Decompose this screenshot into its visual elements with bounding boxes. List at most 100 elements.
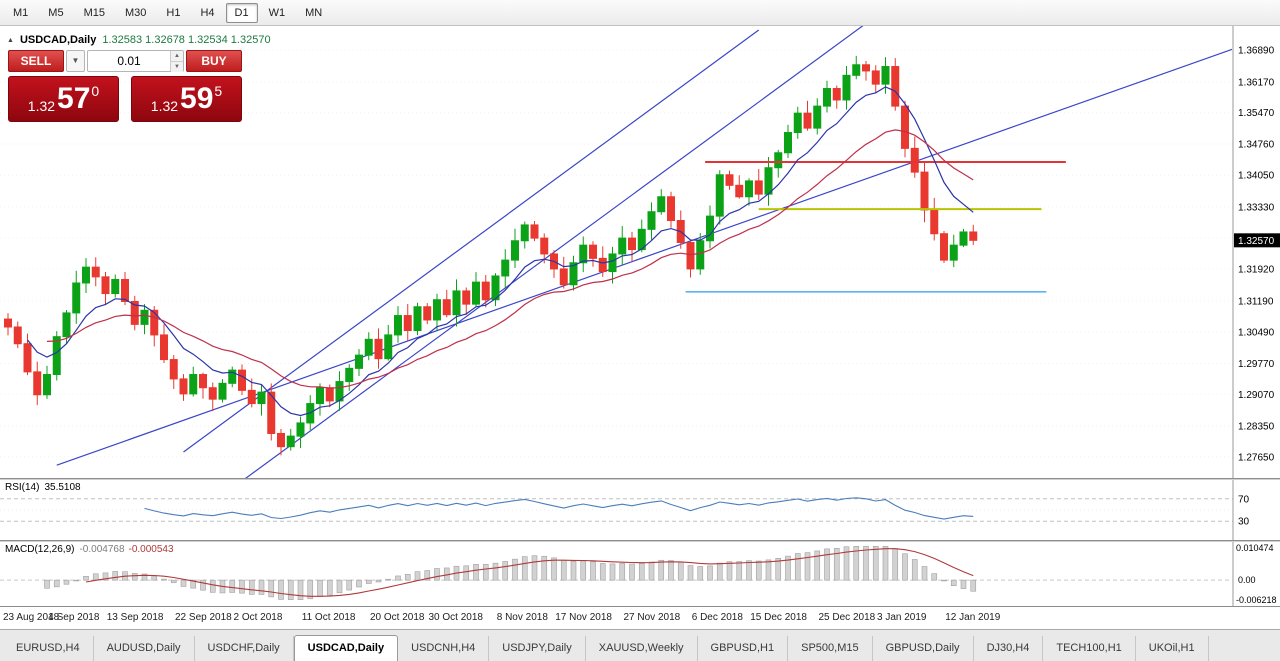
macd-histogram-bar xyxy=(775,558,782,581)
macd-scale-zero: 0.00 xyxy=(1238,575,1256,585)
rsi-level-label: 70 xyxy=(1238,494,1250,505)
rsi-value: 35.5108 xyxy=(44,482,81,493)
tab-USDCAD-Daily[interactable]: USDCAD,Daily xyxy=(293,635,399,661)
buy-price-display[interactable]: 1.32 59 5 xyxy=(131,76,242,122)
tab-EURUSD-H4[interactable]: EURUSD,H4 xyxy=(3,636,94,661)
candle xyxy=(793,106,802,139)
timeframe-button-M15[interactable]: M15 xyxy=(83,6,105,19)
candle xyxy=(169,355,178,389)
volume-increase-button[interactable]: ▲ xyxy=(171,51,183,62)
macd-histogram-bar xyxy=(336,579,343,594)
tab-USDCNH-H4[interactable]: USDCNH,H4 xyxy=(398,636,490,661)
candle xyxy=(852,55,861,80)
date-label: 15 Dec 2018 xyxy=(750,612,807,623)
rsi-panel: 70 30 RSI(14) 35.5108 xyxy=(0,480,1280,540)
candle xyxy=(384,324,393,361)
macd-histogram-bar xyxy=(697,566,704,581)
macd-histogram-bar xyxy=(551,557,557,581)
candle xyxy=(442,289,451,318)
candle xyxy=(4,313,12,336)
candle xyxy=(189,366,198,397)
tab-GBPUSD-H1[interactable]: GBPUSD,H1 xyxy=(698,636,789,661)
one-click-trading-panel: SELL ▼ 0.01 ▲ ▼ BUY 1.32 57 0 1.32 59 5 xyxy=(8,50,242,124)
time-axis[interactable]: 23 Aug 2018 4 Sep 2018 13 Sep 2018 22 Sep 2… xyxy=(0,606,1280,629)
timeframe-button-W1[interactable]: W1 xyxy=(268,6,286,19)
timeframe-button-M1[interactable]: M1 xyxy=(13,6,29,19)
candle xyxy=(374,328,383,369)
order-type-dropdown[interactable]: ▼ xyxy=(66,50,85,72)
price-scale-label: 1.29770 xyxy=(1238,359,1275,370)
price-scale-label: 1.34760 xyxy=(1238,139,1275,150)
timeframe-button-D1[interactable]: D1 xyxy=(225,2,258,23)
macd-histogram-bar xyxy=(512,558,518,581)
macd-histogram-bar xyxy=(707,565,713,581)
date-label: 23 Aug 2018 xyxy=(3,612,60,623)
candle xyxy=(433,293,441,331)
volume-input[interactable]: 0.01 ▲ ▼ xyxy=(87,50,184,72)
timeframe-button-M30[interactable]: M30 xyxy=(124,6,147,19)
macd-histogram-bar xyxy=(482,564,489,581)
macd-chart[interactable]: 0.010474 0.00 -0.006218 xyxy=(0,542,1280,606)
macd-histogram-bar xyxy=(404,574,411,581)
panel-divider-1[interactable] xyxy=(0,478,1280,480)
macd-histogram-bar xyxy=(824,548,830,581)
macd-histogram-bar xyxy=(229,579,236,593)
date-label: 4 Sep 2018 xyxy=(48,612,100,623)
timeframe-bar: M1 M5 M15 M30 H1 H4 D1 W1 MN xyxy=(0,0,1280,26)
macd-histogram-bar xyxy=(102,572,109,581)
rsi-level-label: 30 xyxy=(1238,517,1250,528)
timeframe-button-M5[interactable]: M5 xyxy=(48,6,64,19)
macd-histogram-bar xyxy=(736,561,743,581)
tab-DJ30-H4[interactable]: DJ30,H4 xyxy=(974,636,1044,661)
tab-AUDUSD-Daily[interactable]: AUDUSD,Daily xyxy=(94,636,195,661)
tab-USDCHF-Daily[interactable]: USDCHF,Daily xyxy=(195,636,294,661)
price-scale-label: 1.31920 xyxy=(1238,264,1275,275)
candle xyxy=(745,178,753,206)
chart-ohlc-values: 1.32583 1.32678 1.32534 1.32570 xyxy=(102,34,271,46)
tab-USDJPY-Daily[interactable]: USDJPY,Daily xyxy=(489,636,586,661)
macd-histogram-bar xyxy=(950,579,957,587)
date-label: 3 Jan 2019 xyxy=(877,612,927,623)
tab-UKOil-H1[interactable]: UKOil,H1 xyxy=(1136,636,1209,661)
volume-decrease-button[interactable]: ▼ xyxy=(171,62,183,72)
macd-histogram-bar xyxy=(560,560,567,581)
candle xyxy=(111,274,120,298)
price-chart[interactable]: 1.36890 1.36170 1.35470 1.34760 1.34050 1.333… xyxy=(0,26,1280,478)
candle xyxy=(91,257,100,287)
candle xyxy=(257,384,266,416)
tab-TECH100-H1[interactable]: TECH100,H1 xyxy=(1043,636,1136,661)
macd-histogram-bar xyxy=(521,556,528,581)
tab-XAUUSD-Weekly[interactable]: XAUUSD,Weekly xyxy=(586,636,698,661)
date-label: 27 Nov 2018 xyxy=(623,612,681,623)
macd-name: MACD(12,26,9) xyxy=(5,544,75,555)
timeframe-button-H1[interactable]: H1 xyxy=(166,6,181,19)
macd-histogram-bar xyxy=(414,571,421,581)
tab-SP500-M15[interactable]: SP500,M15 xyxy=(788,636,873,661)
date-label: 8 Nov 2018 xyxy=(496,612,548,623)
timeframe-button-H4[interactable]: H4 xyxy=(200,6,215,19)
sell-button[interactable]: SELL xyxy=(8,50,64,72)
sell-price-display[interactable]: 1.32 57 0 xyxy=(8,76,119,122)
candle xyxy=(930,197,939,241)
date-label: 20 Oct 2018 xyxy=(370,612,425,623)
macd-histogram-bar xyxy=(843,546,850,581)
macd-histogram-bar xyxy=(209,579,216,593)
panel-divider-2[interactable] xyxy=(0,540,1280,542)
macd-histogram-bar xyxy=(648,561,655,581)
macd-histogram-bar xyxy=(609,563,616,581)
tab-GBPUSD-Daily[interactable]: GBPUSD,Daily xyxy=(873,636,974,661)
macd-histogram-bar xyxy=(687,565,694,581)
rsi-chart[interactable]: 70 30 xyxy=(0,480,1280,540)
macd-histogram-bar xyxy=(746,560,752,581)
macd-histogram-bar xyxy=(83,576,89,581)
timeframe-button-MN[interactable]: MN xyxy=(305,6,323,19)
date-label: 11 Oct 2018 xyxy=(301,612,356,623)
buy-button[interactable]: BUY xyxy=(186,50,242,72)
macd-histogram-bar xyxy=(180,579,187,587)
candle xyxy=(832,85,841,109)
sell-price-big: 57 xyxy=(57,82,91,115)
candle xyxy=(394,306,402,343)
buy-price-big: 59 xyxy=(180,82,214,115)
candle xyxy=(618,226,627,266)
trendline-3[interactable] xyxy=(183,29,760,453)
